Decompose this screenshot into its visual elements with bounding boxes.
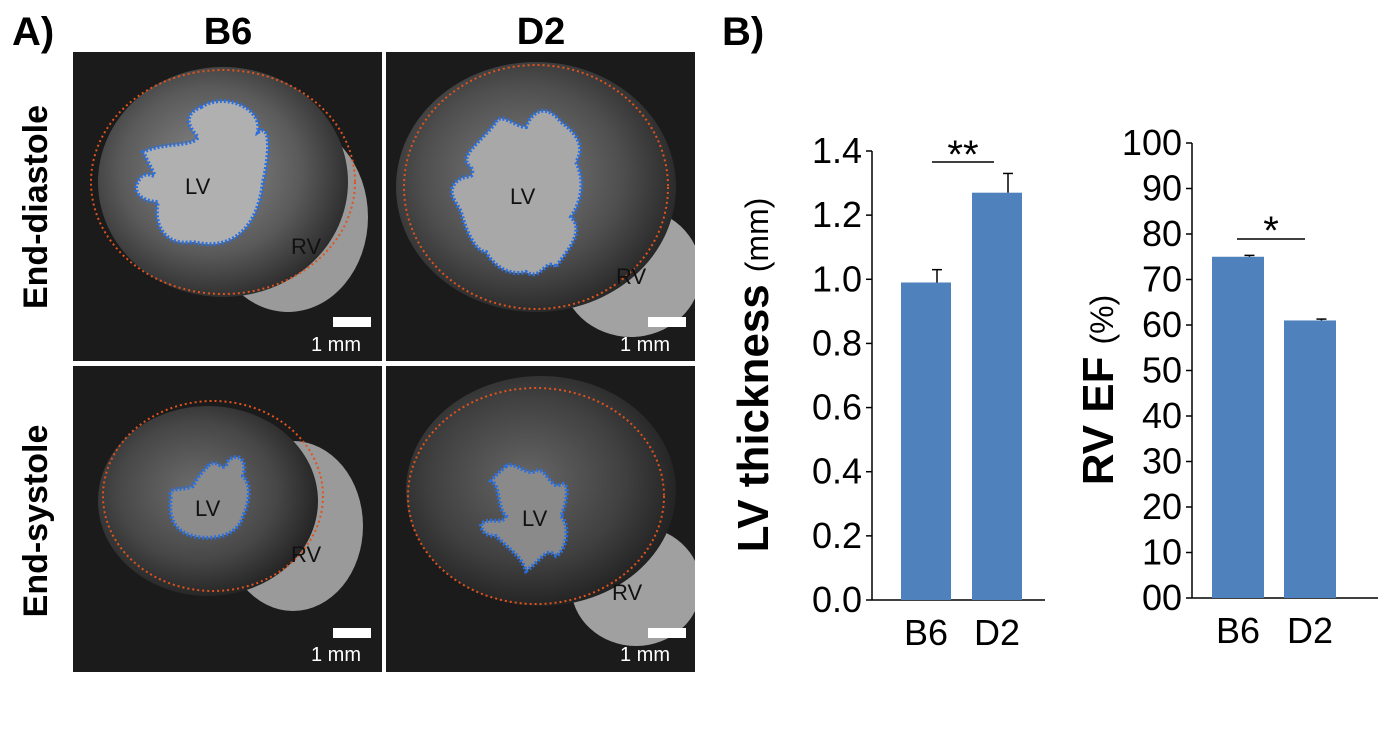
scale-bar-label: 1 mm bbox=[620, 334, 670, 356]
scale-bar-label: 1 mm bbox=[620, 644, 670, 666]
y-tick-label: 0.0 bbox=[812, 579, 862, 620]
y-tick-label: 0.6 bbox=[812, 387, 862, 428]
y-tick-label: 00 bbox=[1142, 577, 1182, 618]
y-tick-label: 0.4 bbox=[812, 451, 862, 492]
rv-label: RV bbox=[291, 542, 322, 567]
y-tick-label: 90 bbox=[1142, 168, 1182, 209]
x-tick-label: D2 bbox=[1287, 610, 1333, 651]
mri-d2-end-systole: LV RV 1 mm bbox=[386, 366, 695, 672]
lv-label: LV bbox=[522, 506, 548, 531]
y-tick-label: 80 bbox=[1142, 213, 1182, 254]
x-tick-label: D2 bbox=[974, 612, 1020, 653]
scale-bar-label: 1 mm bbox=[311, 644, 361, 666]
column-header-b6: B6 bbox=[203, 11, 253, 53]
y-tick-label: 60 bbox=[1142, 304, 1182, 345]
bar-b6 bbox=[1212, 256, 1264, 598]
rv-label: RV bbox=[612, 580, 643, 605]
mri-b6-end-systole: LV RV 1 mm bbox=[73, 366, 382, 672]
rv-label: RV bbox=[291, 234, 322, 259]
significance-marker: ** bbox=[947, 133, 978, 177]
mri-b6-end-diastole-image bbox=[90, 67, 371, 327]
significance-marker: * bbox=[1263, 209, 1279, 253]
x-tick-label: B6 bbox=[1216, 610, 1260, 651]
panel-a-label: A) bbox=[12, 10, 55, 54]
y-tick-label: 1.2 bbox=[812, 194, 862, 235]
y-axis-label: RV EF (%) bbox=[1074, 295, 1123, 486]
lv-label: LV bbox=[185, 174, 211, 199]
panel-b-label: B) bbox=[722, 10, 765, 54]
lv-label: LV bbox=[510, 184, 536, 209]
y-tick-label: 10 bbox=[1142, 532, 1182, 573]
y-axis-label-main: RV EF bbox=[1074, 356, 1123, 485]
lv-label: LV bbox=[195, 496, 221, 521]
y-tick-label: 1.4 bbox=[812, 130, 862, 171]
y-tick-label: 70 bbox=[1142, 259, 1182, 300]
y-axis-label-main: LV thickness bbox=[729, 284, 778, 552]
bar-d2 bbox=[1284, 320, 1336, 598]
y-axis-label-unit: (%) bbox=[1084, 295, 1120, 345]
y-axis-label: LV thickness (mm) bbox=[729, 198, 778, 553]
y-tick-label: 20 bbox=[1142, 486, 1182, 527]
y-tick-label: 40 bbox=[1142, 395, 1182, 436]
y-tick-label: 100 bbox=[1122, 122, 1182, 163]
column-header-d2: D2 bbox=[516, 11, 566, 53]
bar-d2 bbox=[972, 192, 1022, 600]
x-tick-label: B6 bbox=[904, 612, 948, 653]
y-axis-label-unit: (mm) bbox=[739, 198, 775, 273]
scale-bar-label: 1 mm bbox=[311, 334, 361, 356]
y-tick-label: 0.8 bbox=[812, 322, 862, 363]
bar-b6 bbox=[901, 282, 951, 600]
rv-label: RV bbox=[616, 264, 647, 289]
y-tick-label: 50 bbox=[1142, 350, 1182, 391]
y-tick-label: 1.0 bbox=[812, 258, 862, 299]
mri-b6-end-systole-image bbox=[98, 400, 371, 638]
y-tick-label: 0.2 bbox=[812, 515, 862, 556]
mri-b6-end-diastole: LV RV 1 mm bbox=[73, 52, 382, 361]
mri-d2-end-systole-image bbox=[406, 376, 695, 646]
mri-d2-end-diastole: LV RV 1 mm bbox=[386, 52, 695, 361]
mri-d2-end-diastole-image bbox=[396, 62, 695, 337]
y-tick-label: 30 bbox=[1142, 441, 1182, 482]
